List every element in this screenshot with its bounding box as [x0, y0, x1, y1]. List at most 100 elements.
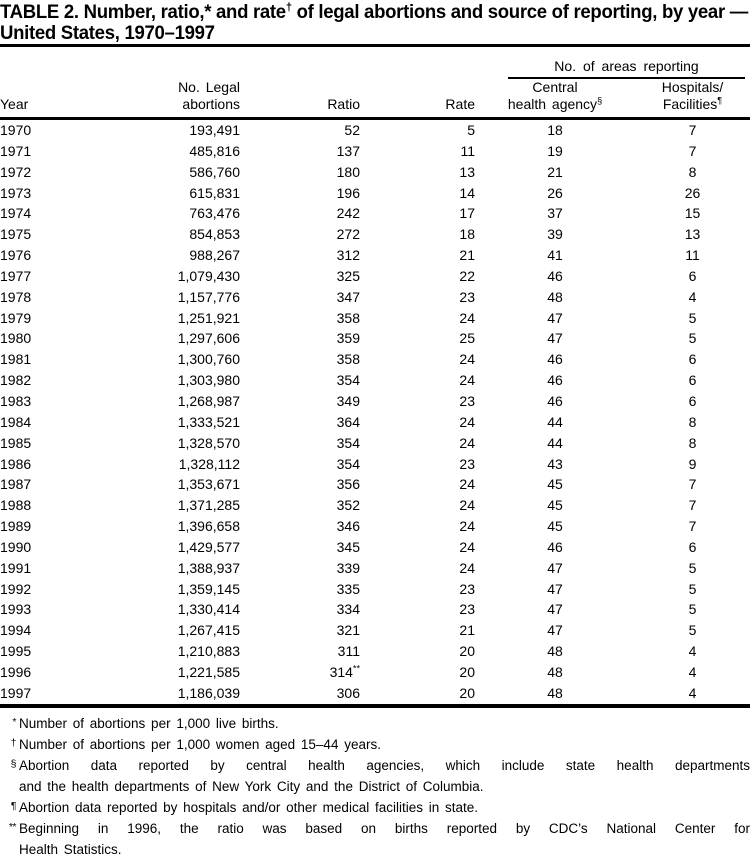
cell-central-health-agency: 44 [547, 434, 563, 451]
table-row: 1978 1,157,776 347 23 48 4 [0, 287, 750, 308]
cell-rate: 24 [459, 413, 475, 430]
cell-central-health-agency: 18 [547, 122, 563, 138]
cell-ratio: 334 [336, 601, 360, 618]
cell-abortions: 1,251,921 [177, 309, 240, 326]
cell-abortions: 1,371,285 [177, 497, 240, 514]
header-ratio: Ratio [240, 79, 360, 120]
cell-hospitals-facilities: 7 [688, 122, 697, 138]
table-row: 1987 1,353,671 356 24 45 7 [0, 474, 750, 495]
table-row: 1975 854,853 272 18 39 13 [0, 224, 750, 245]
cell-rate: 25 [459, 330, 475, 347]
cell-year: 1983 [0, 392, 32, 409]
cell-ratio: 349 [336, 392, 360, 409]
cell-central-health-agency: 47 [547, 330, 563, 347]
cell-ratio: 354 [336, 455, 360, 472]
table-header: No. of areas reporting Year No. Legal ab… [0, 47, 750, 120]
cell-year: 1971 [0, 142, 32, 159]
dagger-marker: † [285, 1, 292, 14]
cell-year: 1997 [0, 684, 32, 701]
cell-hospitals-facilities: 6 [688, 392, 697, 409]
cell-abortions: 1,268,987 [177, 392, 240, 409]
cell-hospitals-facilities: 6 [688, 351, 697, 368]
cell-year: 1988 [0, 497, 32, 514]
cell-year: 1981 [0, 351, 32, 368]
table-row: 1993 1,330,414 334 23 47 5 [0, 599, 750, 620]
title-rule [0, 44, 750, 47]
table-row: 1994 1,267,415 321 21 47 5 [0, 620, 750, 641]
cell-rate: 13 [459, 163, 475, 180]
cell-rate: 24 [459, 538, 475, 555]
title-line1-text: TABLE 2. Number, ratio,* and rate [0, 2, 286, 23]
cell-abortions: 1,157,776 [177, 288, 240, 305]
table-row: 1970 193,491 52 5 18 7 [0, 119, 750, 141]
cell-central-health-agency: 48 [547, 684, 563, 701]
cell-central-health-agency: 48 [547, 643, 563, 660]
cell-ratio: 335 [336, 580, 360, 597]
cell-central-health-agency: 41 [547, 247, 563, 264]
header-year-label: Year [0, 96, 29, 112]
footnote-line: Abortion data reported by central health… [19, 757, 750, 773]
cell-year: 1993 [0, 601, 32, 618]
cell-abortions: 1,297,606 [177, 330, 240, 347]
table-row: 1991 1,388,937 339 24 47 5 [0, 558, 750, 579]
table-body: 1970 193,491 52 5 18 7 1971 485,816 137 11 19 7 1972… [0, 119, 750, 704]
cell-rate: 20 [459, 684, 475, 701]
cell-ratio: 364 [336, 413, 360, 430]
cell-year: 1977 [0, 267, 32, 284]
cell-year: 1978 [0, 288, 32, 305]
cell-hospitals-facilities: 5 [688, 622, 697, 639]
footnote-line: Beginning in 1996, the ratio was based o… [19, 820, 750, 836]
cell-year: 1972 [0, 163, 32, 180]
footnote: * Number of abortions per 1,000 live birt… [0, 713, 750, 734]
cell-rate: 24 [459, 351, 475, 368]
cell-hospitals-facilities: 5 [688, 309, 697, 326]
header-hospitals-line2: Facilities¶ [635, 96, 750, 113]
header-central-health-agency: Central health agency§ [475, 79, 635, 120]
cell-central-health-agency: 46 [547, 372, 563, 389]
cell-central-health-agency: 44 [547, 413, 563, 430]
cell-rate: 11 [460, 142, 475, 159]
footnote-symbol: † [10, 736, 17, 749]
cell-abortions: 1,388,937 [177, 559, 240, 576]
double-asterisk-marker: ** [352, 663, 360, 674]
cell-ratio: 137 [336, 142, 360, 159]
cell-abortions: 485,816 [189, 142, 240, 159]
footnote: ¶ Abortion data reported by hospitals and… [0, 797, 750, 818]
cell-rate: 24 [459, 434, 475, 451]
cell-abortions: 1,330,414 [177, 601, 240, 618]
table-row: 1972 586,760 180 13 21 8 [0, 162, 750, 183]
table-row: 1973 615,831 196 14 26 26 [0, 183, 750, 204]
footnote-line: Number of abortions per 1,000 live birth… [19, 715, 279, 731]
cell-year: 1996 [0, 663, 32, 680]
cell-hospitals-facilities: 6 [688, 372, 697, 389]
table-row: 1981 1,300,760 358 24 46 6 [0, 349, 750, 370]
cell-rate: 23 [459, 288, 475, 305]
cell-central-health-agency: 47 [547, 622, 563, 639]
cell-central-health-agency: 21 [547, 163, 563, 180]
table-row: 1996 1,221,585 314** 20 48 4 [0, 662, 750, 683]
cell-year: 1987 [0, 476, 32, 493]
cell-ratio: 354 [336, 372, 360, 389]
cell-abortions: 1,300,760 [177, 351, 240, 368]
cell-hospitals-facilities: 11 [685, 247, 700, 264]
cell-central-health-agency: 46 [547, 351, 563, 368]
cell-rate: 5 [467, 122, 475, 138]
cell-hospitals-facilities: 26 [684, 184, 701, 201]
cell-rate: 24 [459, 372, 475, 389]
header-abortions: No. Legal abortions [95, 79, 240, 120]
cell-hospitals-facilities: 5 [688, 330, 697, 347]
cell-central-health-agency: 46 [547, 267, 563, 284]
cell-hospitals-facilities: 15 [684, 205, 701, 222]
column-header-row: Year No. Legal abortions Ratio Rate Cent… [0, 79, 750, 120]
cell-abortions: 854,853 [189, 226, 240, 243]
cell-ratio: 346 [336, 518, 360, 535]
cell-ratio: 196 [336, 184, 360, 201]
cell-abortions: 988,267 [189, 247, 240, 264]
cell-abortions: 1,396,658 [177, 518, 240, 535]
header-rate: Rate [360, 79, 475, 120]
cell-abortions: 1,221,585 [177, 663, 240, 680]
cell-hospitals-facilities: 6 [688, 538, 697, 555]
cell-year: 1992 [0, 580, 32, 597]
footnote: ** Beginning in 1996, the ratio was based… [0, 818, 750, 859]
